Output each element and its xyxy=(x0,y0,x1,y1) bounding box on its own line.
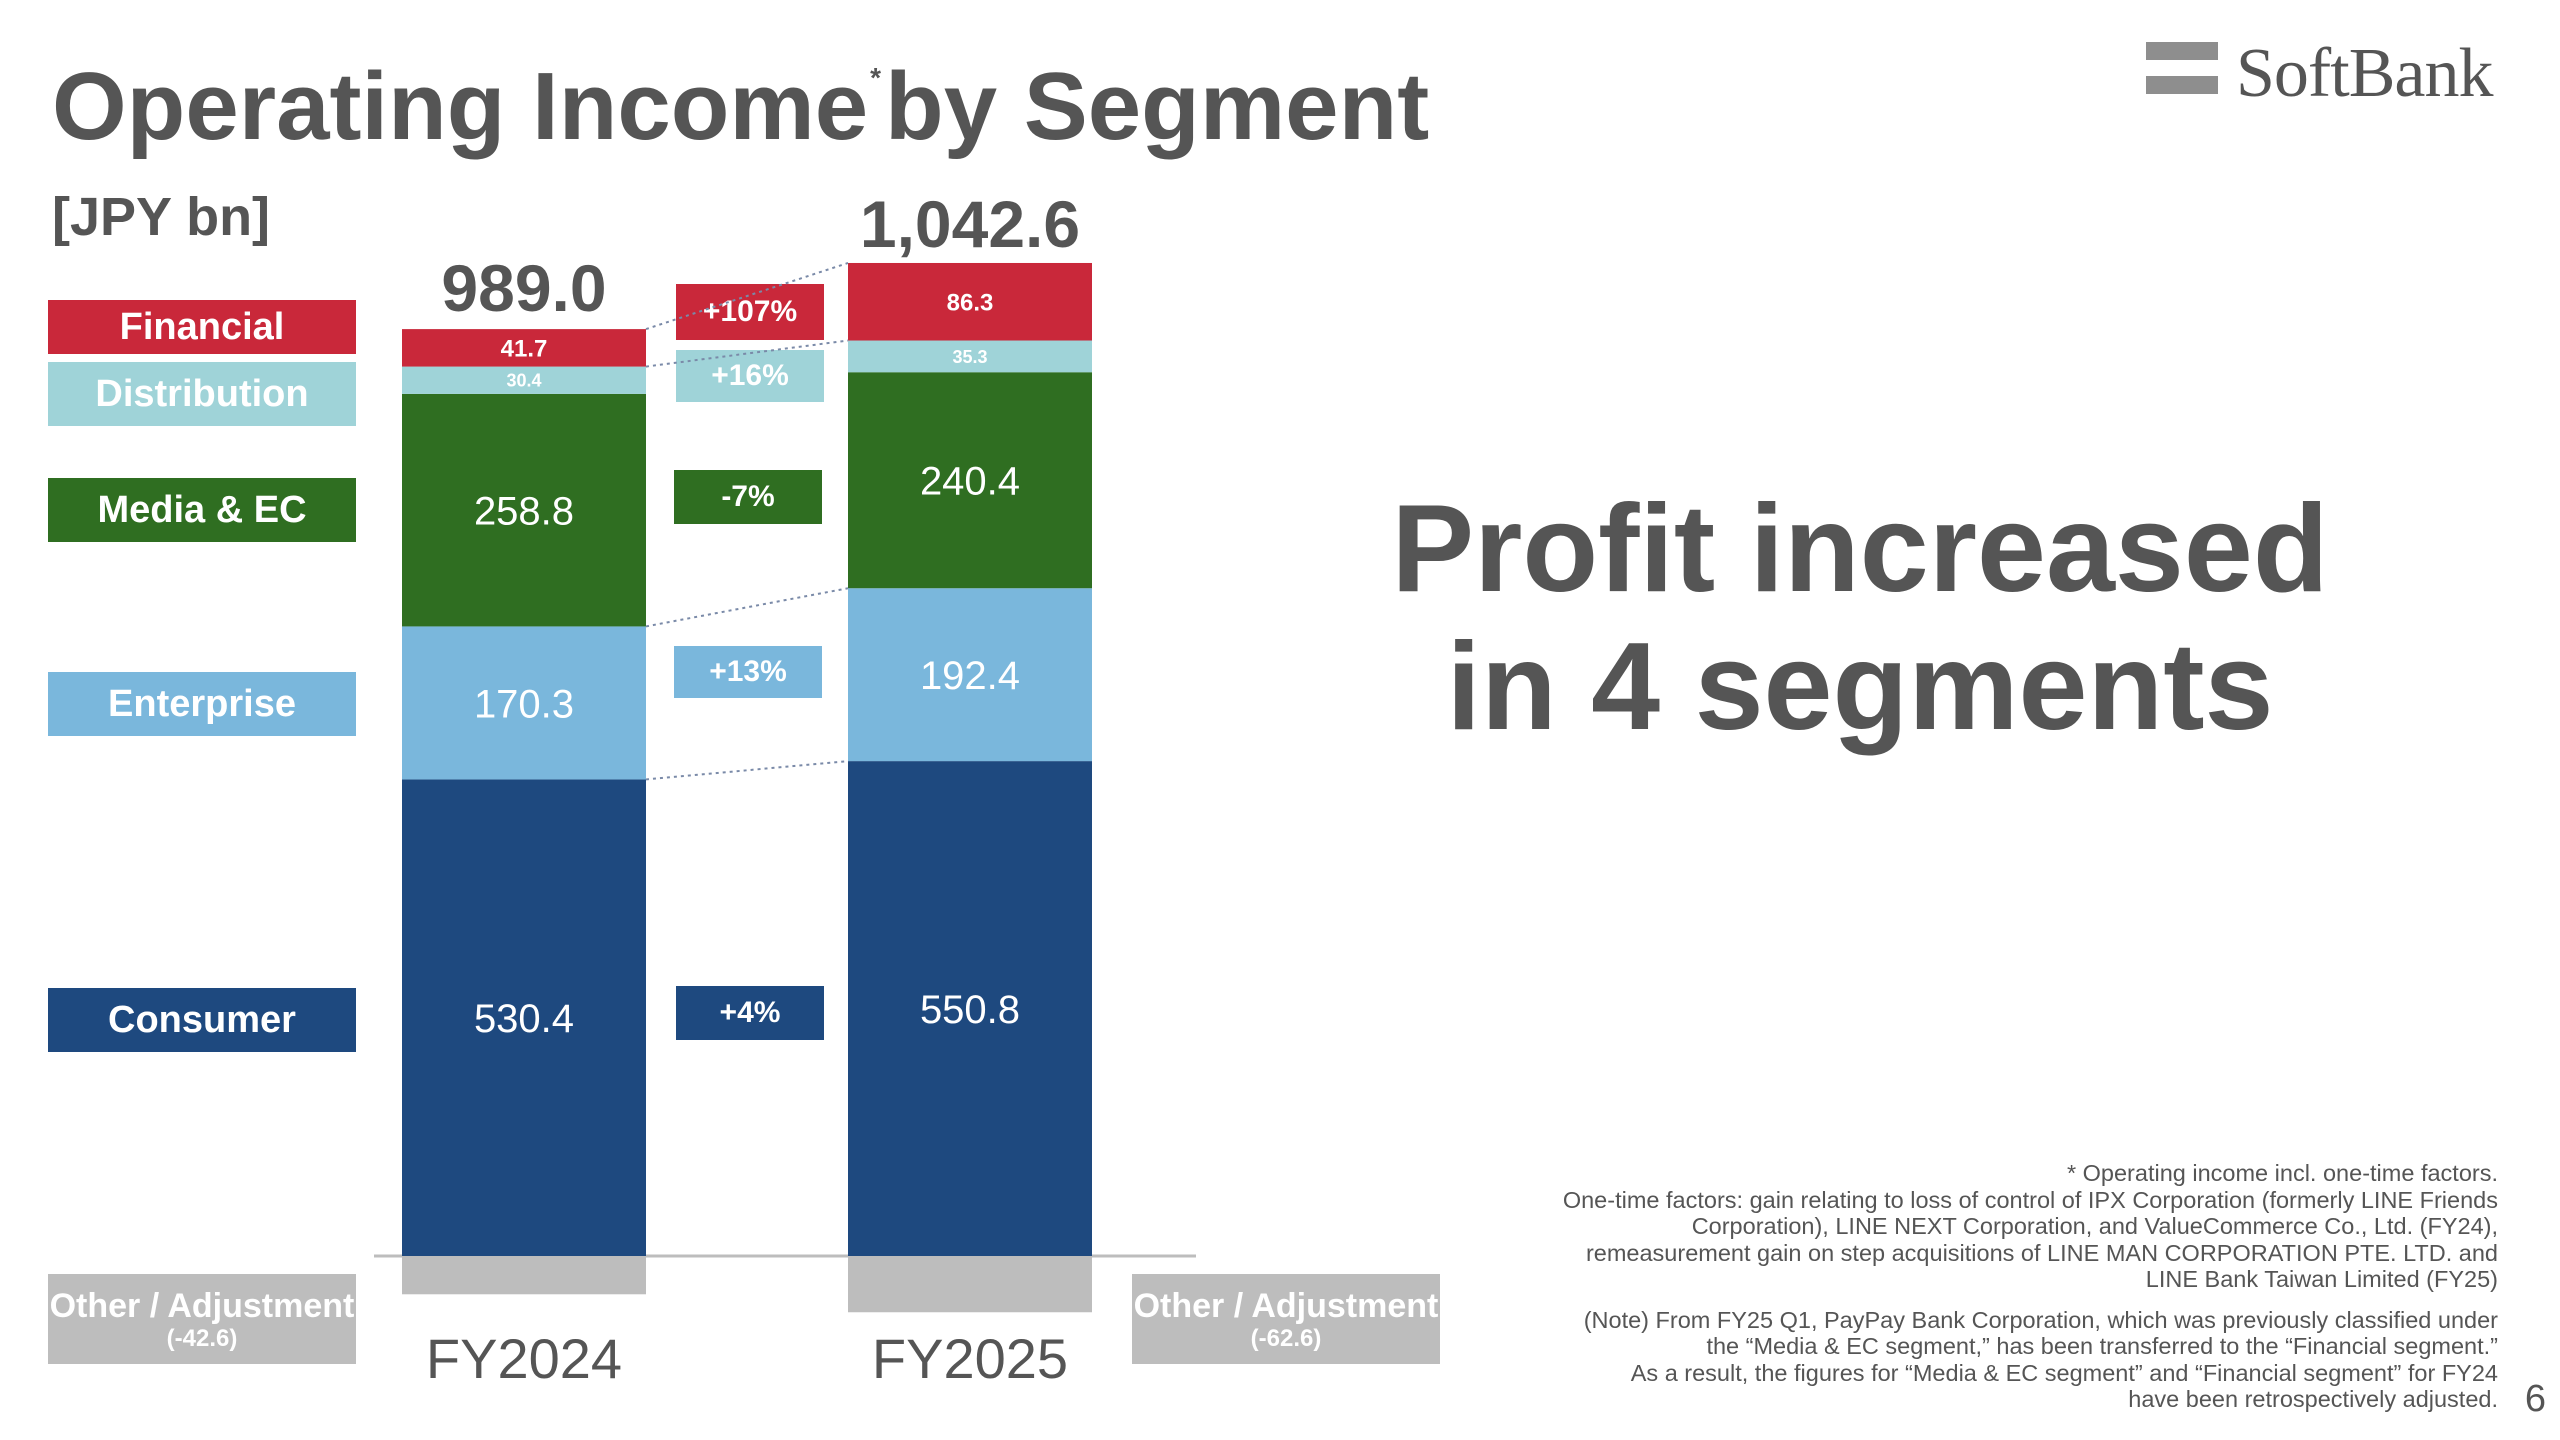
data-label-distribution: 35.3 xyxy=(952,347,987,367)
bar-segment-financial xyxy=(402,329,646,367)
change-badge-distribution: +16% xyxy=(676,350,824,402)
adjustment-label: Other / Adjustment xyxy=(1133,1287,1439,1325)
connector-line xyxy=(645,760,849,781)
softbank-logo: SoftBank xyxy=(2146,34,2516,114)
note-line: As a result, the figures for “Media & EC… xyxy=(1630,1359,2498,1386)
data-label-media-ec: 240.4 xyxy=(920,460,1020,504)
page-title: Operating Income*by Segment xyxy=(52,52,1429,162)
headline-line1: Profit increased xyxy=(1391,480,2329,618)
unit-label: [JPY bn] xyxy=(52,187,271,247)
data-label-media-ec: 258.8 xyxy=(474,490,574,534)
bar-segment-distribution xyxy=(848,340,1092,373)
legend-financial: Financial xyxy=(48,300,356,354)
category-label-fy2024: FY2024 xyxy=(425,1327,623,1390)
note-line: the “Media & EC segment,” has been trans… xyxy=(1706,1333,2498,1359)
footnotes: * Operating income incl. one-time factor… xyxy=(1338,1160,2498,1413)
title-main: Operating Income xyxy=(52,53,869,160)
connector-line xyxy=(645,262,849,331)
adjustment-value: (-42.6) xyxy=(166,1325,238,1352)
note-line: have been retrospectively adjusted. xyxy=(2128,1386,2498,1412)
note-line: LINE Bank Taiwan Limited (FY25) xyxy=(2145,1266,2498,1292)
title-asterisk: * xyxy=(870,62,882,93)
headline: Profit increased in 4 segments xyxy=(1380,480,2340,756)
data-label-consumer: 530.4 xyxy=(474,997,574,1041)
legend-consumer: Consumer xyxy=(48,988,356,1052)
connector-line xyxy=(645,339,849,368)
logo-text: SoftBank xyxy=(2236,35,2493,112)
legend-enterprise: Enterprise xyxy=(48,672,356,736)
title-tail: by Segment xyxy=(885,53,1430,160)
adjustment-box-fy2025: Other / Adjustment (-62.6) xyxy=(1132,1274,1440,1364)
data-label-financial: 86.3 xyxy=(947,289,994,316)
total-fy2024: 989.0 xyxy=(441,251,607,325)
bar-segment-financial xyxy=(848,262,1092,341)
legend-media-ec: Media & EC xyxy=(48,478,356,542)
change-badge-media-ec: -7% xyxy=(674,470,822,524)
note-line: Corporation), LINE NEXT Corporation, and… xyxy=(1691,1213,2498,1239)
headline-line2: in 4 segments xyxy=(1446,618,2274,756)
bar-segment-enterprise xyxy=(402,626,646,780)
bar-segment-media-ec xyxy=(402,393,646,627)
adjustment-label: Other / Adjustment xyxy=(49,1287,355,1325)
data-label-enterprise: 170.3 xyxy=(474,682,574,726)
logo-bars-icon xyxy=(2146,42,2218,110)
change-badge-consumer: +4% xyxy=(676,986,824,1040)
note-line: remeasurement gain on step acquisitions … xyxy=(1585,1239,2498,1266)
total-fy2025: 1,042.6 xyxy=(859,187,1081,261)
bar-segment-consumer xyxy=(402,779,646,1256)
note-line: * Operating income incl. one-time factor… xyxy=(2066,1160,2498,1186)
change-badge-enterprise: +13% xyxy=(674,646,822,698)
bar-segment-adjustment xyxy=(848,1256,1092,1313)
adjustment-box-fy2024: Other / Adjustment (-42.6) xyxy=(48,1274,356,1364)
note-line: (Note) From FY25 Q1, PayPay Bank Corpora… xyxy=(1583,1306,2498,1333)
connector-line xyxy=(645,587,849,628)
note-line: One-time factors: gain relating to loss … xyxy=(1562,1186,2498,1213)
legend-distribution: Distribution xyxy=(48,362,356,426)
page-number: 6 xyxy=(2524,1378,2546,1420)
bar-segment-consumer xyxy=(848,761,1092,1256)
bar-segment-adjustment xyxy=(402,1256,646,1295)
bar-segment-media-ec xyxy=(848,372,1092,589)
data-label-distribution: 30.4 xyxy=(506,371,541,391)
bar-segment-enterprise xyxy=(848,588,1092,762)
data-label-financial: 41.7 xyxy=(501,335,548,362)
bar-segment-distribution xyxy=(402,366,646,394)
category-label-fy2025: FY2025 xyxy=(871,1327,1069,1390)
data-label-enterprise: 192.4 xyxy=(920,654,1020,698)
adjustment-value: (-62.6) xyxy=(1250,1325,1322,1352)
data-label-consumer: 550.8 xyxy=(920,988,1020,1032)
